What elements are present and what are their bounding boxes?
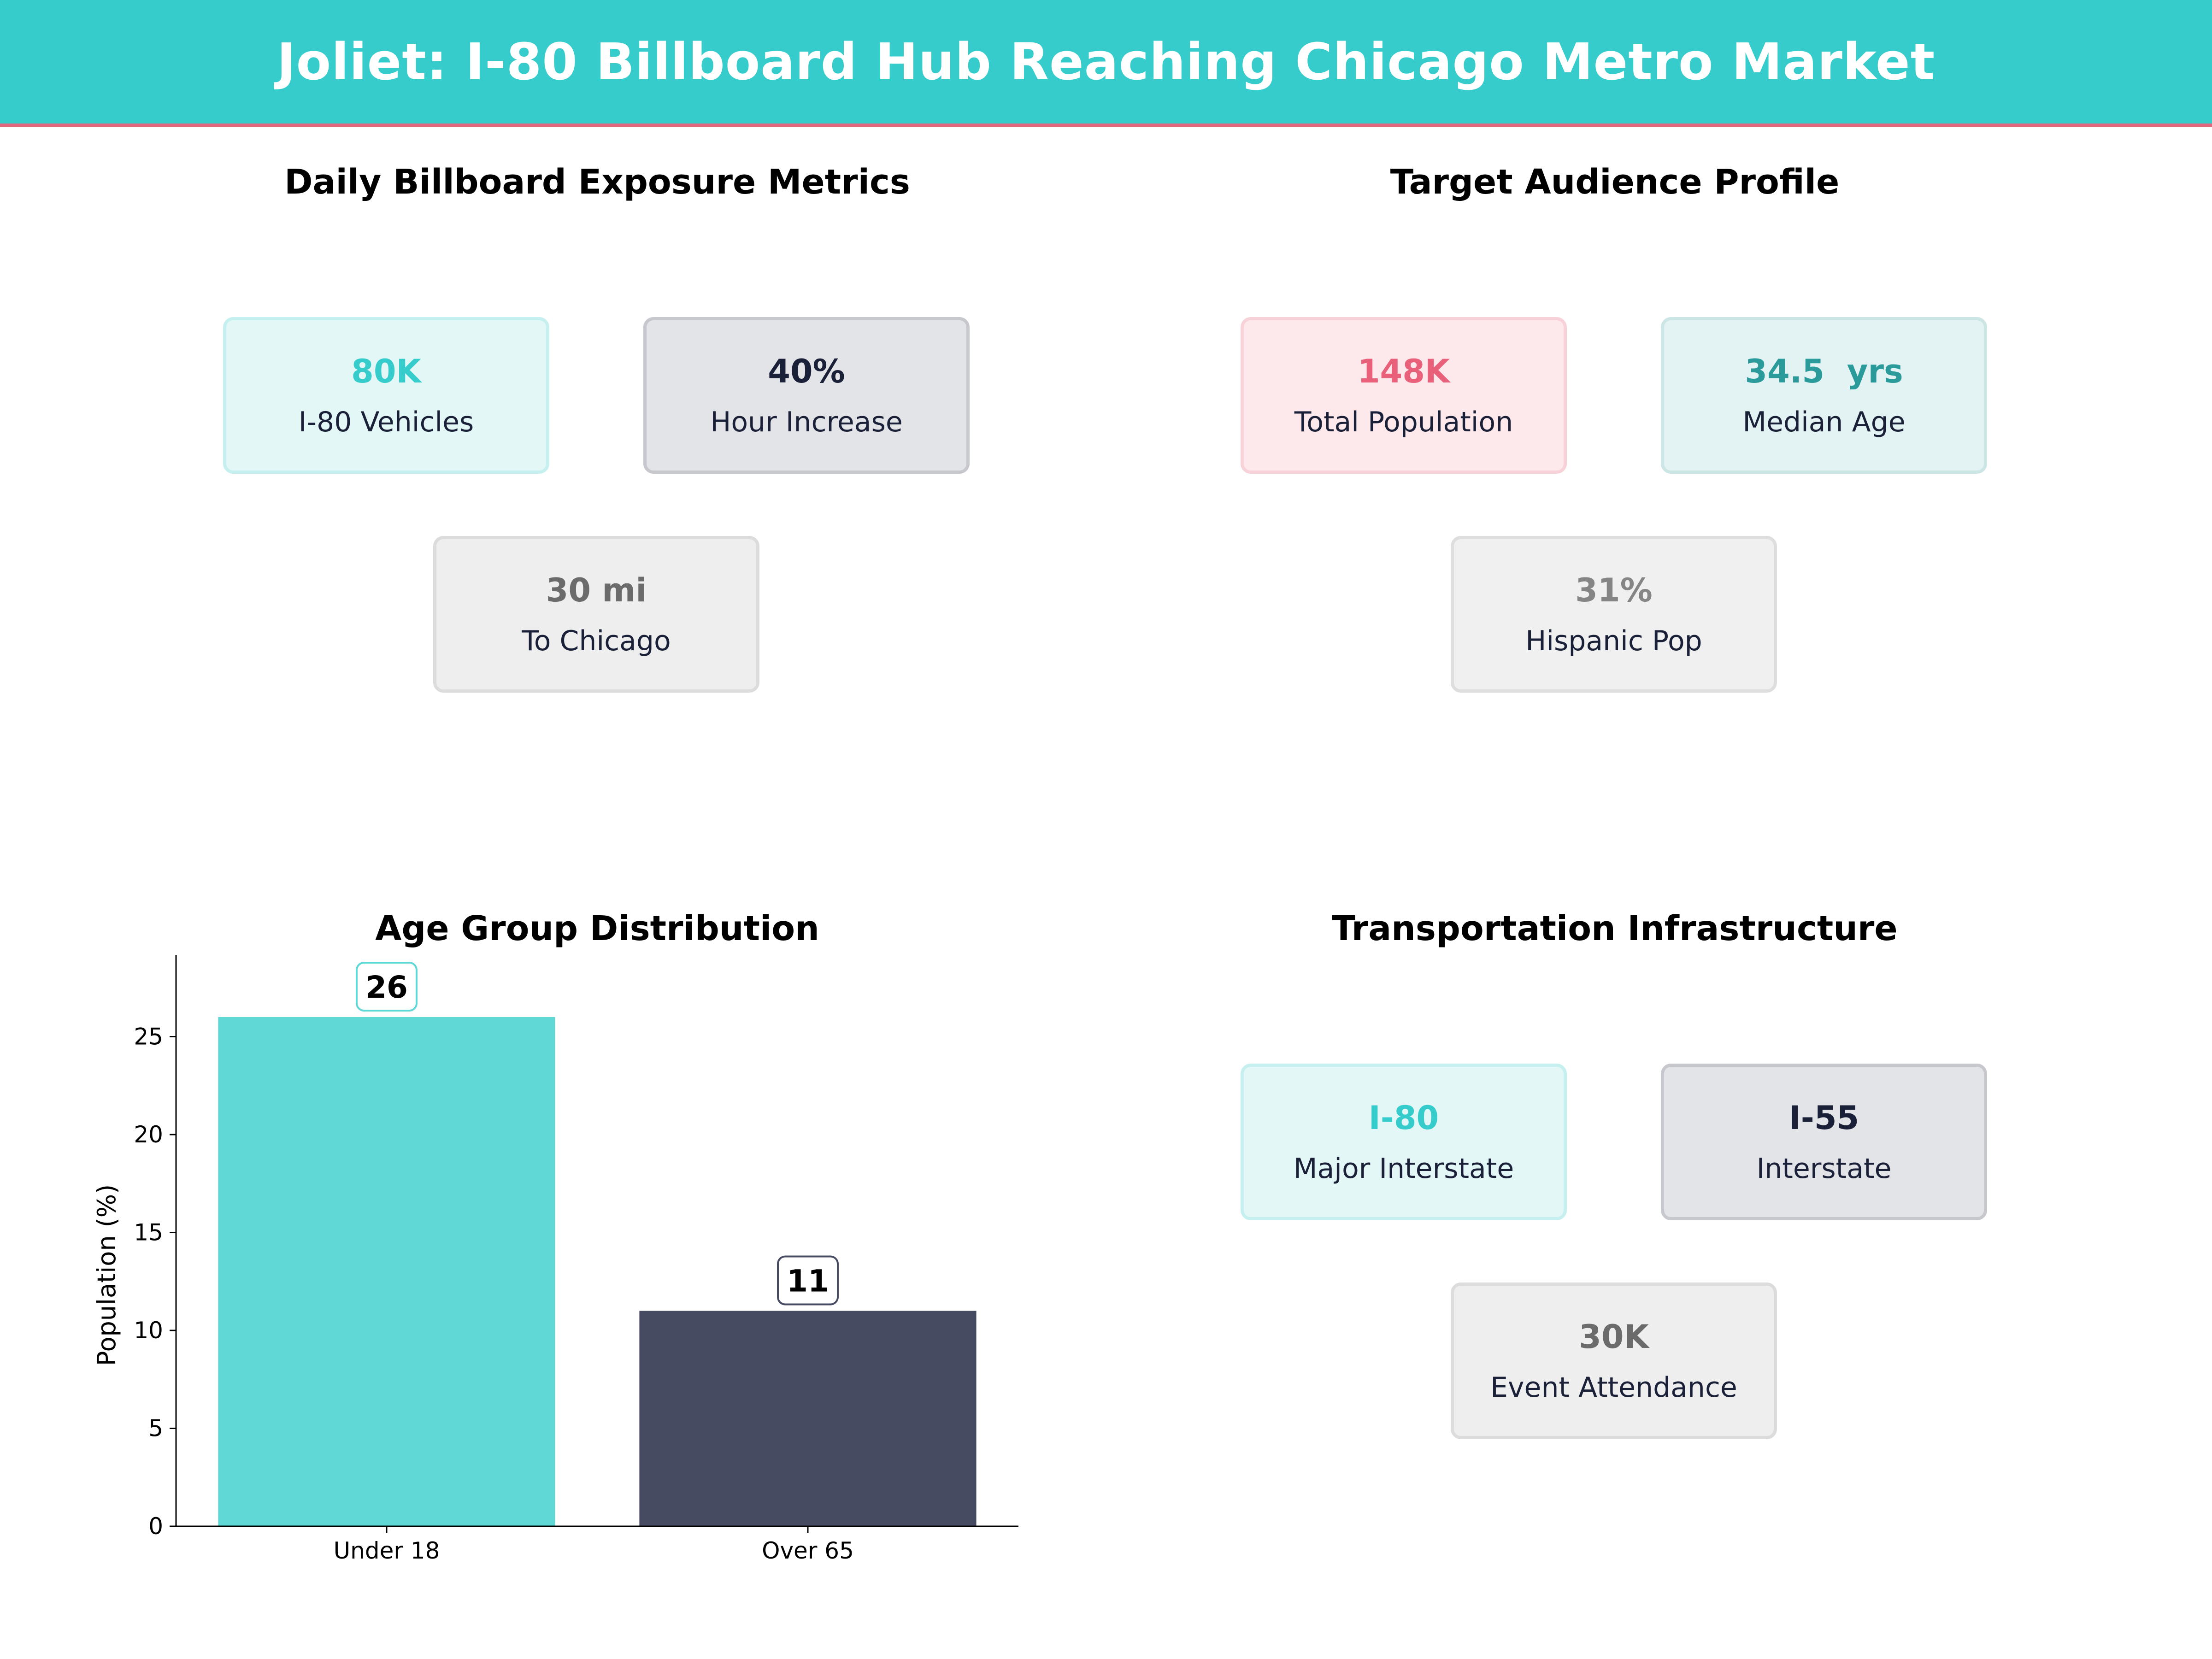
metric-value: 30 mi	[546, 571, 647, 609]
y-tick-label: 25	[134, 1024, 163, 1050]
transport-panel-title: Transportation Infrastructure	[1332, 909, 1898, 948]
metric-label: Hispanic Pop	[1525, 625, 1702, 657]
metric-value: 40%	[768, 353, 845, 390]
metric-label: Interstate	[1756, 1153, 1892, 1185]
metric-card-vehicles: 80K I-80 Vehicles	[223, 317, 549, 474]
y-tick-label: 0	[148, 1513, 163, 1540]
y-tick-label: 5	[148, 1415, 163, 1442]
metric-card-event-attendance: 30K Event Attendance	[1451, 1282, 1777, 1439]
age-panel-title: Age Group Distribution	[375, 909, 819, 948]
bar	[639, 1311, 977, 1526]
metric-value: 34.5 yrs	[1745, 353, 1903, 390]
age-bar-chart: 26 Under 18 11 Over 65 0 5 10 15 20 25 Population …	[92, 955, 1018, 1564]
y-tick-label: 10	[134, 1317, 163, 1344]
metric-card-hour-increase: 40% Hour Increase	[643, 317, 970, 474]
metric-value: 148K	[1357, 353, 1450, 390]
metric-value: 30K	[1579, 1318, 1649, 1356]
metric-label: To Chicago	[522, 625, 671, 657]
metric-label: Median Age	[1742, 406, 1906, 438]
y-tick-label: 15	[134, 1219, 163, 1246]
metric-label: Hour Increase	[710, 406, 903, 438]
metric-value: I-80	[1368, 1099, 1439, 1137]
page-title: Joliet: I-80 Billboard Hub Reaching Chic…	[276, 32, 1936, 91]
metric-card-hispanic: 31% Hispanic Pop	[1451, 536, 1777, 693]
x-tick-label: Over 65	[762, 1537, 854, 1564]
bar	[218, 1017, 555, 1526]
metric-card-distance: 30 mi To Chicago	[433, 536, 759, 693]
data-label-box	[777, 1255, 839, 1306]
metric-card-median-age: 34.5 yrs Median Age	[1661, 317, 1987, 474]
audience-panel-title: Target Audience Profile	[1390, 162, 1840, 202]
metric-card-i80: I-80 Major Interstate	[1241, 1064, 1567, 1220]
y-tick-label: 20	[134, 1121, 163, 1148]
y-axis-label: Population (%)	[92, 1184, 121, 1366]
metric-label: Major Interstate	[1293, 1153, 1514, 1185]
metric-label: Event Attendance	[1490, 1371, 1737, 1404]
metric-label: Total Population	[1294, 406, 1513, 438]
metric-card-i55: I-55 Interstate	[1661, 1064, 1987, 1220]
metric-label: I-80 Vehicles	[298, 406, 474, 438]
x-tick-label: Under 18	[334, 1537, 440, 1564]
metric-value: I-55	[1788, 1099, 1859, 1137]
metric-card-population: 148K Total Population	[1241, 317, 1567, 474]
metric-value: 80K	[351, 353, 421, 390]
data-label: 11	[787, 1264, 829, 1299]
header-banner: Joliet: I-80 Billboard Hub Reaching Chic…	[0, 0, 2212, 127]
metric-value: 31%	[1575, 571, 1653, 609]
data-label-box	[356, 962, 418, 1012]
data-label: 26	[365, 970, 408, 1005]
exposure-panel-title: Daily Billboard Exposure Metrics	[284, 162, 910, 202]
